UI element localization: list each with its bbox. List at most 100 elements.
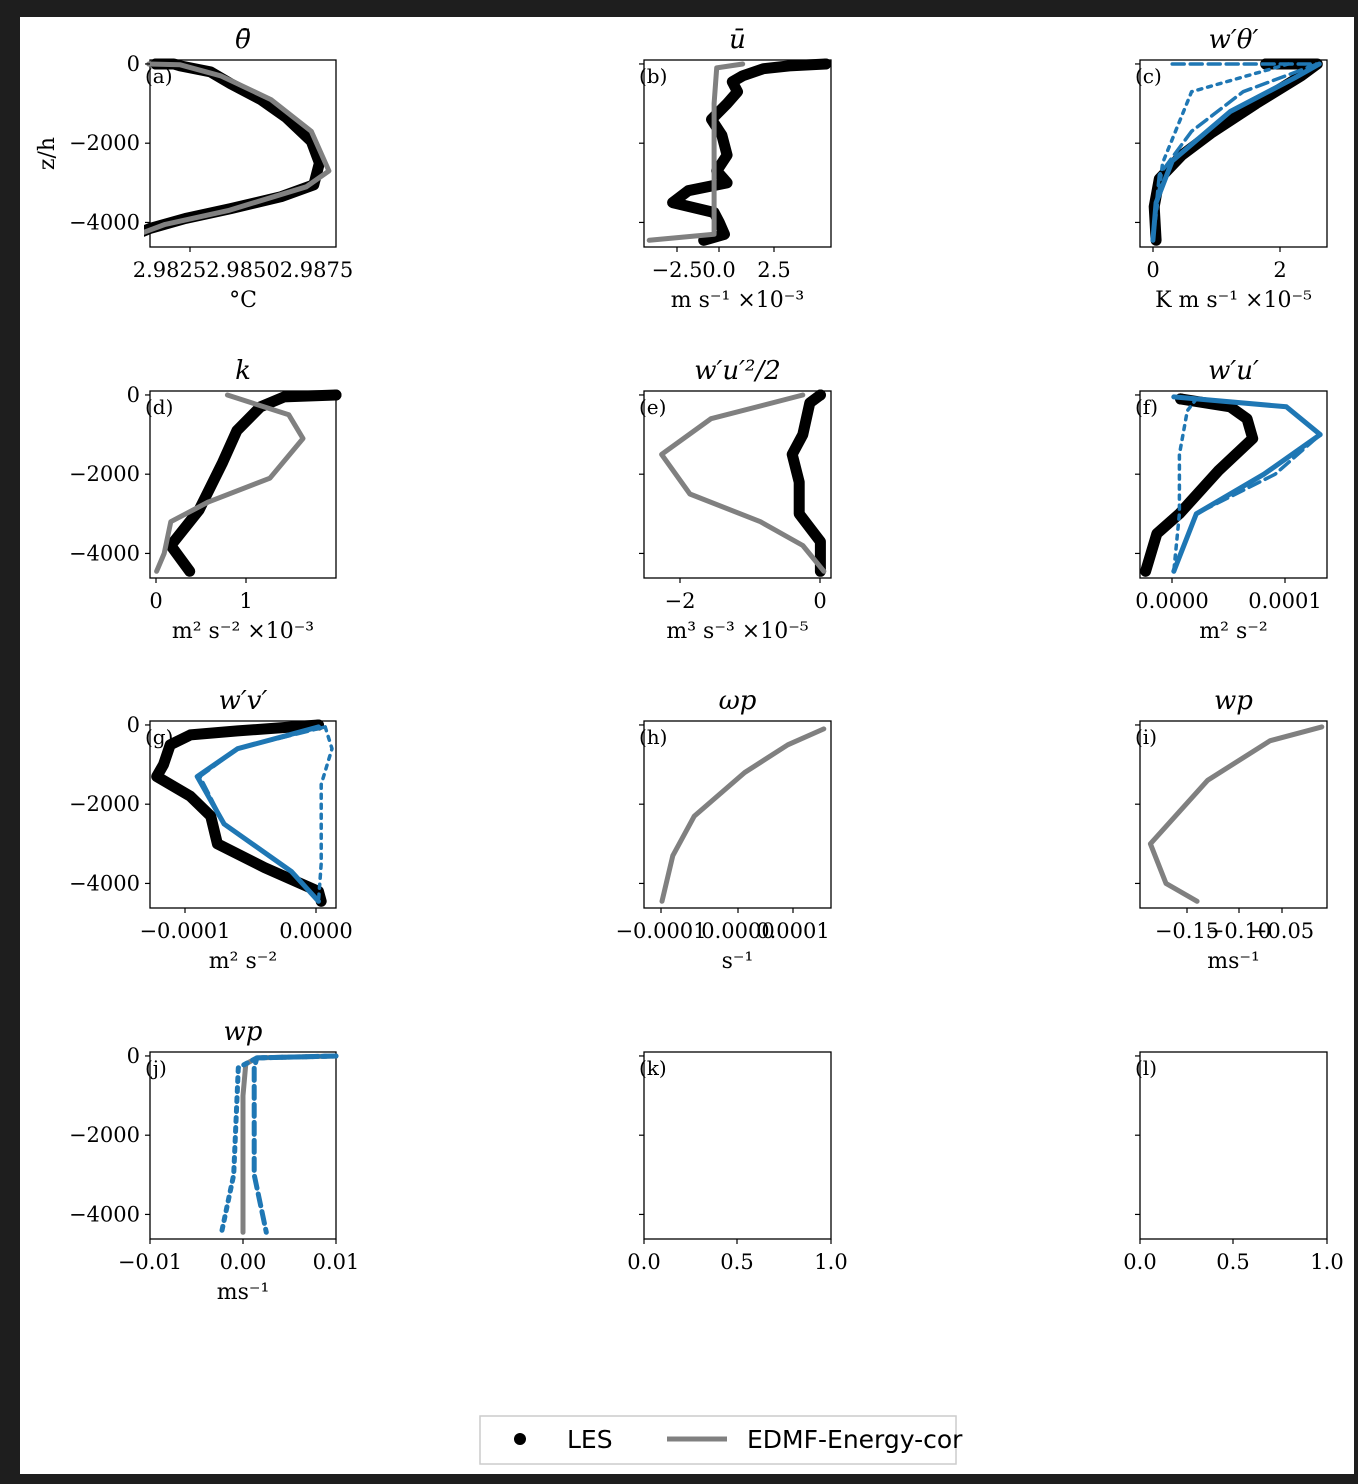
series-les <box>786 389 826 577</box>
x-axis-label: s⁻¹ <box>722 949 754 974</box>
x-tick-label: 0.01 <box>313 1250 360 1274</box>
y-tick-label: 0 <box>127 713 140 737</box>
data-layer <box>659 726 827 904</box>
x-tick-label: 0.0 <box>702 258 735 282</box>
panel-3: 0 −2000 −4000 0 1 m² s⁻² ×10⁻³ k (d) <box>69 356 342 644</box>
panel-title: wp <box>224 1017 263 1047</box>
axes-frame <box>1139 720 1328 909</box>
x-axis-label: ms⁻¹ <box>1207 949 1260 974</box>
data-layer <box>144 58 332 237</box>
x-tick-label: 2.5 <box>757 258 790 282</box>
panel-label: (a) <box>145 64 173 88</box>
panel-title: wp <box>1214 686 1253 716</box>
x-tick-label: 0 <box>813 589 826 613</box>
y-tick-label: −2000 <box>69 131 140 155</box>
x-tick-label: −0.0001 <box>615 919 706 943</box>
series-edmf-energy-cor <box>659 726 827 904</box>
x-tick-label: 0.0001 <box>756 919 829 943</box>
panel-label: (d) <box>145 395 173 419</box>
series-les <box>667 58 832 246</box>
legend-les-label: LES <box>567 1425 613 1454</box>
series-aux-3 <box>316 725 334 904</box>
panel-label: (k) <box>639 1056 667 1080</box>
axes-frame <box>643 1051 832 1240</box>
axes-frame <box>149 59 337 248</box>
panel-label: (e) <box>639 395 666 419</box>
x-tick-label: 0 <box>149 589 162 613</box>
series-edmf-energy-cor <box>659 392 827 574</box>
series-aux-2 <box>1151 62 1320 243</box>
series-edmf-energy-cor <box>646 61 746 243</box>
x-tick-label: −0.01 <box>118 1250 182 1274</box>
x-tick-label: −0.10 <box>1207 919 1271 943</box>
y-tick-label: −2000 <box>69 462 140 486</box>
y-tick-label: −4000 <box>69 541 140 565</box>
panel-5: 0.0000 0.0001 m² s⁻² w′u′ (f) <box>1135 356 1328 644</box>
panel-9: 0 −2000 −4000 −0.01 0.00 0.01 ms⁻¹ wp (j) <box>69 1017 359 1305</box>
series-edmf-energy-cor <box>1147 724 1325 904</box>
data-layer <box>659 389 827 577</box>
y-tick-label: 0 <box>127 383 140 407</box>
x-axis-label: m² s⁻² <box>209 949 277 974</box>
x-axis-label: °C <box>229 288 257 313</box>
series-aux-2 <box>1172 395 1322 574</box>
legend-les-marker <box>514 1433 526 1445</box>
panel-title: w′v′ <box>219 686 268 716</box>
y-tick-label: 0 <box>127 1044 140 1068</box>
axes-frame <box>1139 390 1328 579</box>
x-tick-label: 1.0 <box>1310 1250 1343 1274</box>
series-les <box>1148 58 1323 246</box>
x-tick-label: 0.0000 <box>701 919 774 943</box>
data-layer <box>646 58 832 246</box>
legend-edmf-label: EDMF-Energy-cor <box>747 1425 963 1454</box>
panel-title: w′u′²/2 <box>694 356 781 386</box>
panel-label: (b) <box>639 64 667 88</box>
les-marker <box>814 389 826 401</box>
x-axis-label: m² s⁻² ×10⁻³ <box>172 619 314 644</box>
panel-title: k <box>235 356 251 386</box>
x-tick-label: 0 <box>1146 258 1159 282</box>
x-axis-label: K m s⁻¹ ×10⁻⁵ <box>1155 288 1312 313</box>
x-tick-label: 1 <box>239 589 252 613</box>
axes-frame <box>149 390 337 579</box>
panel-label: (g) <box>145 725 173 749</box>
x-tick-label: −0.0001 <box>139 919 230 943</box>
panel-label: (j) <box>145 1056 167 1080</box>
data-layer <box>219 1053 339 1235</box>
panel-10: 0.0 0.5 1.0 (k) <box>627 1051 848 1274</box>
legend: LES EDMF-Energy-cor <box>479 1415 963 1465</box>
x-tick-label: −2.5 <box>652 258 703 282</box>
data-layer <box>1140 393 1323 577</box>
data-layer <box>1147 724 1325 904</box>
x-tick-label: −0.05 <box>1250 919 1314 943</box>
panel-8: −0.15−0.10−0.05 ms⁻¹ wp (i) <box>1135 686 1328 974</box>
y-tick-label: −4000 <box>69 871 140 895</box>
axes-frame <box>643 720 832 909</box>
panel-label: (i) <box>1135 725 1157 749</box>
panel-label: (f) <box>1135 395 1158 419</box>
axes-frame <box>1139 59 1328 248</box>
x-tick-label: 2.98252.98502.9875 <box>133 258 353 282</box>
series-edmf-energy-cor <box>144 61 332 235</box>
data-layer <box>154 389 342 577</box>
x-tick-label: 0.0000 <box>1135 589 1208 613</box>
series-aux-2 <box>198 725 327 904</box>
panel-title: w′u′ <box>1208 356 1259 386</box>
panel-label: (l) <box>1135 1056 1157 1080</box>
panel-title: ωp <box>719 686 757 716</box>
axes-frame <box>643 59 832 248</box>
x-tick-label: 0.0 <box>627 1250 660 1274</box>
panel-title: ū <box>729 25 746 55</box>
x-tick-label: 0.5 <box>720 1250 753 1274</box>
panel-4: −2 0m³ s⁻³ ×10⁻⁵ w′u′²/2 (e) <box>639 356 832 644</box>
data-layer <box>151 719 334 907</box>
x-tick-label: −2 <box>665 589 696 613</box>
x-tick-label: 0.0 <box>1123 1250 1156 1274</box>
les-marker <box>330 389 342 401</box>
y-tick-label: −4000 <box>69 1202 140 1226</box>
x-axis-label: m³ s⁻³ ×10⁻⁵ <box>666 619 808 644</box>
panel-0: 0 −2000 −4000 2.98252.98502.9875 °C θ̄ (a) z/h <box>35 25 353 313</box>
